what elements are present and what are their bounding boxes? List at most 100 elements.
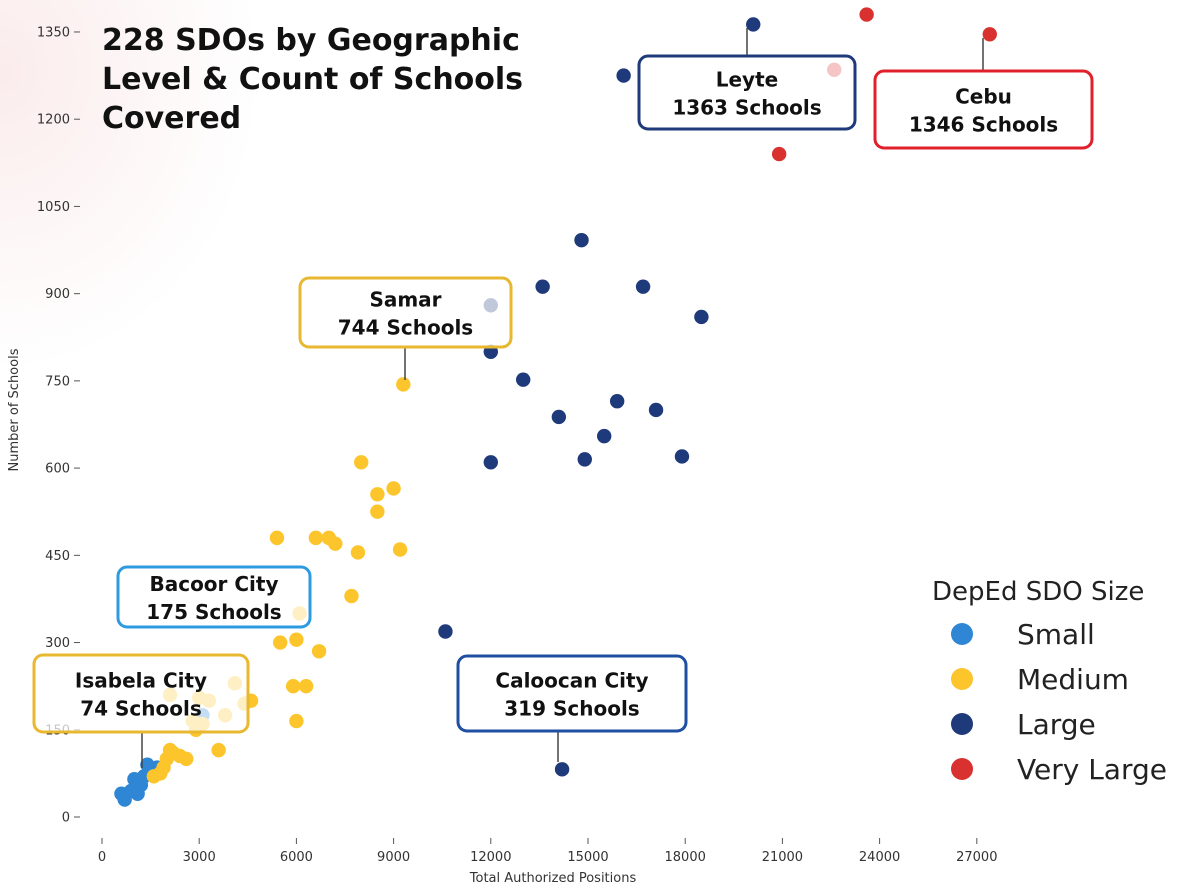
callout-box (32, 653, 250, 734)
callout-name: Bacoor City (149, 572, 278, 596)
data-point (211, 742, 226, 758)
data-point (438, 624, 453, 639)
title-line: 228 SDOs by Geographic (102, 23, 520, 58)
series-large (438, 17, 761, 777)
callout-box (637, 54, 857, 131)
data-point (635, 279, 651, 294)
x-tick-label: 24000 (859, 850, 900, 865)
data-point (516, 372, 531, 387)
data-point (746, 17, 761, 32)
callout-caloocan: Caloocan City 319 Schools (456, 654, 688, 733)
data-point (344, 588, 359, 604)
callout-count: 1363 Schools (672, 96, 821, 120)
x-tick-label: 6000 (280, 850, 313, 865)
x-tick-label: 18000 (665, 850, 706, 865)
callout-samar: Samar 744 Schools (298, 276, 513, 349)
legend-item-small: Small (951, 618, 1095, 651)
x-tick-label: 15000 (567, 850, 608, 865)
legend-item-medium: Medium (951, 663, 1129, 696)
callout-count: 175 Schools (146, 600, 281, 624)
legend-label: Large (1017, 708, 1096, 741)
data-point (289, 713, 304, 729)
data-point (859, 7, 874, 22)
legend-title: DepEd SDO Size (932, 577, 1144, 607)
data-point (273, 635, 288, 650)
callout-count: 74 Schools (80, 697, 202, 721)
x-tick-label: 27000 (956, 850, 997, 865)
legend-label: Very Large (1017, 753, 1167, 786)
axes: 0150300450600750900105012001350030006000… (7, 25, 997, 886)
y-tick-label: 1350 (37, 25, 70, 40)
x-tick-label: 12000 (470, 850, 511, 865)
data-point (308, 530, 324, 546)
data-point (354, 455, 369, 470)
callout-name: Leyte (716, 68, 778, 92)
data-point (574, 232, 589, 248)
x-tick-label: 3000 (183, 850, 216, 865)
data-point (350, 545, 366, 560)
title-line: Level & Count of Schools (102, 62, 523, 97)
callout-name: Isabela City (75, 669, 207, 693)
callout-leyte: Leyte 1363 Schools (637, 54, 857, 131)
legend-marker (951, 713, 973, 735)
data-point (269, 530, 285, 546)
callout-name: Samar (369, 288, 441, 312)
callout-name: Cebu (955, 85, 1012, 109)
legend-marker (951, 668, 973, 690)
y-tick-label: 750 (45, 374, 70, 389)
callout-box (298, 276, 513, 349)
data-point (328, 536, 343, 551)
x-axis-title: Total Authorized Positions (469, 871, 637, 886)
data-point (694, 309, 709, 325)
callout-box (873, 69, 1094, 150)
callout-count: 744 Schools (338, 316, 473, 340)
data-point (396, 377, 411, 392)
data-point (392, 542, 408, 557)
callout-isabela: Isabela City 74 Schools (32, 653, 250, 734)
data-point (648, 402, 664, 418)
chart-title: 228 SDOs by Geographic Level & Count of S… (102, 23, 523, 136)
callout-cebu: Cebu 1346 Schools (873, 69, 1094, 150)
callout-bacoor: Bacoor City 175 Schools (116, 565, 312, 629)
y-tick-label: 900 (45, 287, 70, 302)
data-point (609, 394, 625, 409)
title-line: Covered (102, 101, 241, 136)
data-point (483, 455, 498, 470)
data-point (298, 678, 314, 694)
data-point (535, 279, 550, 294)
data-point (370, 504, 385, 519)
data-point (597, 428, 612, 444)
legend-marker (951, 623, 973, 645)
data-point (370, 487, 385, 502)
callout-box (456, 654, 688, 733)
y-tick-label: 1050 (37, 200, 70, 215)
legend-item-very-large: Very Large (951, 753, 1167, 786)
callout-name: Caloocan City (495, 669, 648, 693)
legend-label: Small (1017, 618, 1095, 651)
data-point (982, 27, 997, 42)
y-tick-label: 0 (62, 811, 70, 826)
y-tick-label: 450 (45, 549, 70, 564)
x-tick-label: 9000 (377, 850, 410, 865)
y-tick-label: 600 (45, 462, 70, 477)
data-point (674, 449, 690, 464)
callout-count: 1346 Schools (909, 113, 1058, 137)
data-point (386, 481, 401, 496)
y-tick-label: 1200 (37, 113, 70, 128)
callout-box (116, 565, 312, 629)
data-point (289, 632, 304, 647)
data-point (311, 644, 327, 659)
callouts: Leyte 1363 Schools Cebu 1346 Schools Samar 74… (32, 54, 1094, 734)
legend-label: Medium (1017, 663, 1129, 696)
data-point (285, 678, 301, 694)
callout-count: 319 Schools (504, 697, 639, 721)
data-point (577, 452, 592, 467)
data-point (551, 409, 567, 425)
data-point (771, 146, 787, 162)
data-point (616, 68, 631, 83)
data-point (179, 751, 194, 767)
legend-marker (951, 758, 973, 780)
x-tick-label: 21000 (762, 850, 803, 865)
y-tick-label: 300 (45, 636, 70, 651)
